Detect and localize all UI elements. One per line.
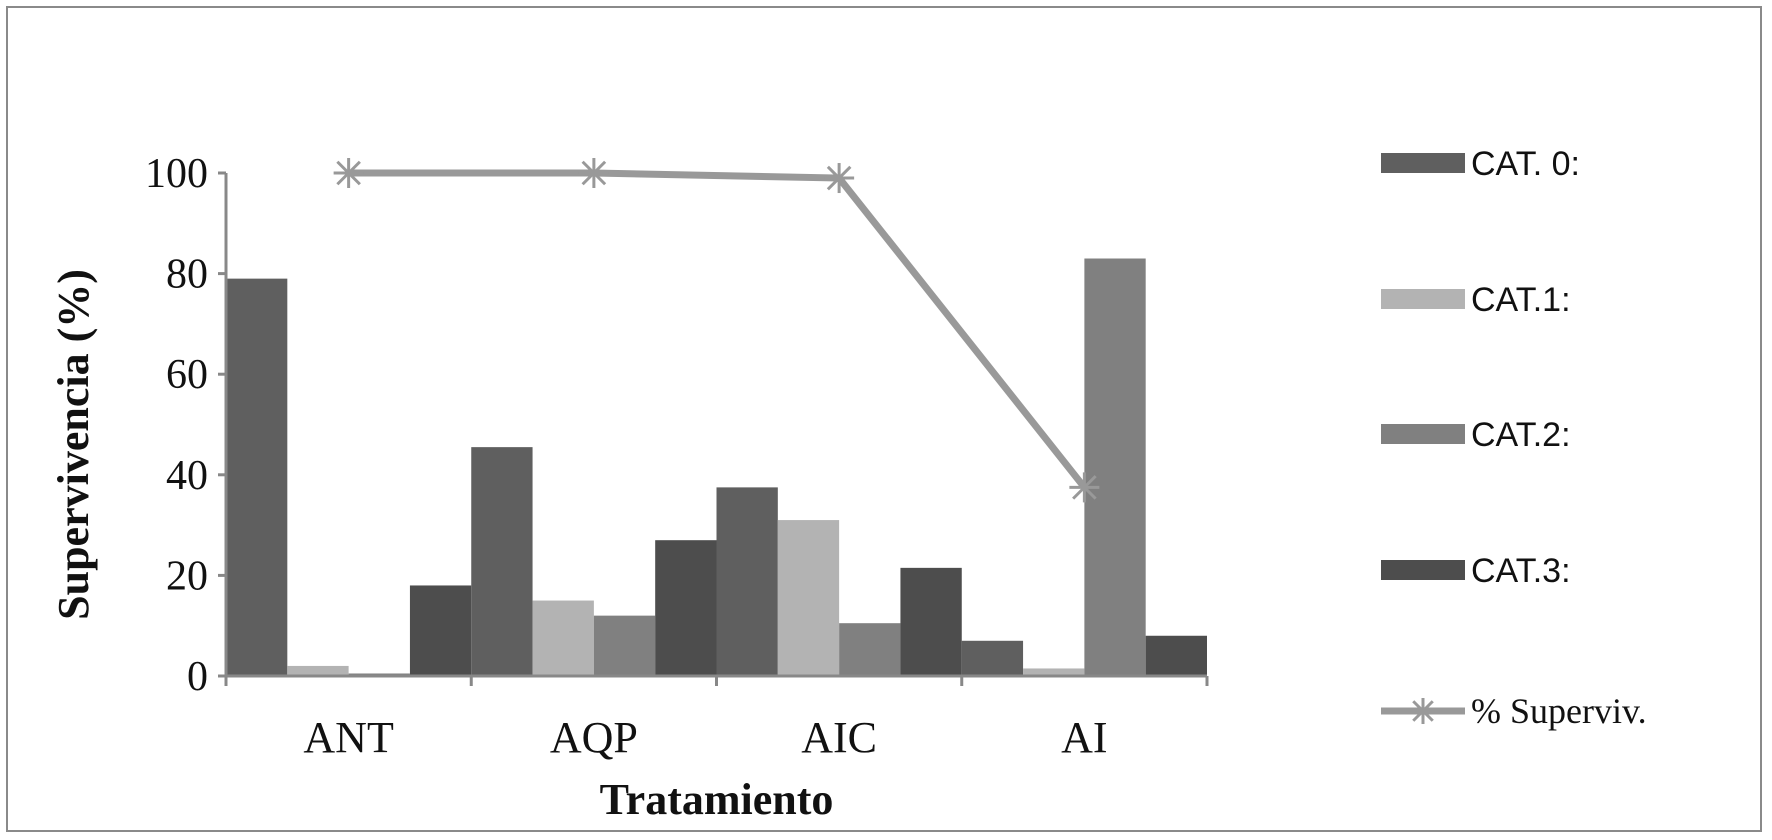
x-tick-label: AQP (550, 713, 638, 762)
x-tick-label: ANT (303, 713, 394, 762)
bar-ai-1 (1023, 668, 1085, 676)
bar-aqp-0 (471, 447, 533, 676)
legend-marker-icon (1410, 698, 1436, 724)
x-tick-label: AI (1061, 713, 1107, 762)
legend-label: CAT.1: (1471, 281, 1571, 319)
x-axis-title: Tratamiento (600, 775, 834, 824)
y-tick-label: 100 (145, 151, 208, 197)
y-tick-label: 20 (166, 553, 208, 599)
x-tick-label: AIC (801, 713, 877, 762)
survival-marker-icon (1069, 472, 1100, 503)
survival-marker-icon (333, 158, 364, 188)
bar-ant-0 (226, 278, 288, 676)
bar-ai-0 (961, 640, 1024, 676)
legend-swatch (1381, 153, 1465, 173)
y-tick-label: 40 (166, 453, 208, 499)
chart-frame (6, 6, 1762, 832)
bar-ai-2 (1084, 258, 1146, 676)
bar-aic-2 (839, 623, 901, 676)
legend-label: CAT.3: (1471, 552, 1571, 590)
bar-ai-3 (1145, 635, 1207, 676)
y-tick-label: 60 (166, 352, 208, 398)
bar-aqp-2 (593, 615, 656, 676)
bar-ant-1 (287, 665, 349, 676)
bar-aic-0 (716, 487, 778, 676)
bar-aqp-1 (532, 600, 594, 676)
bar-aqp-3 (655, 540, 717, 676)
bar-aic-3 (900, 567, 962, 676)
legend-swatch (1381, 289, 1465, 309)
legend-label: CAT.2: (1471, 416, 1571, 454)
y-tick-label: 80 (166, 252, 208, 298)
bar-ant-3 (409, 585, 472, 676)
survival-line (348, 169, 1088, 490)
legend-swatch (1381, 560, 1465, 580)
legend-label: % Superviv. (1471, 691, 1647, 731)
legend-swatch (1381, 424, 1465, 444)
bar-aic-1 (777, 520, 840, 676)
survival-marker-icon (578, 158, 609, 188)
survival-marker-icon (824, 163, 855, 194)
y-axis-title: Supervivencia (%) (49, 269, 98, 620)
legend-label: CAT. 0: (1471, 145, 1580, 183)
y-tick-label: 0 (187, 654, 208, 700)
